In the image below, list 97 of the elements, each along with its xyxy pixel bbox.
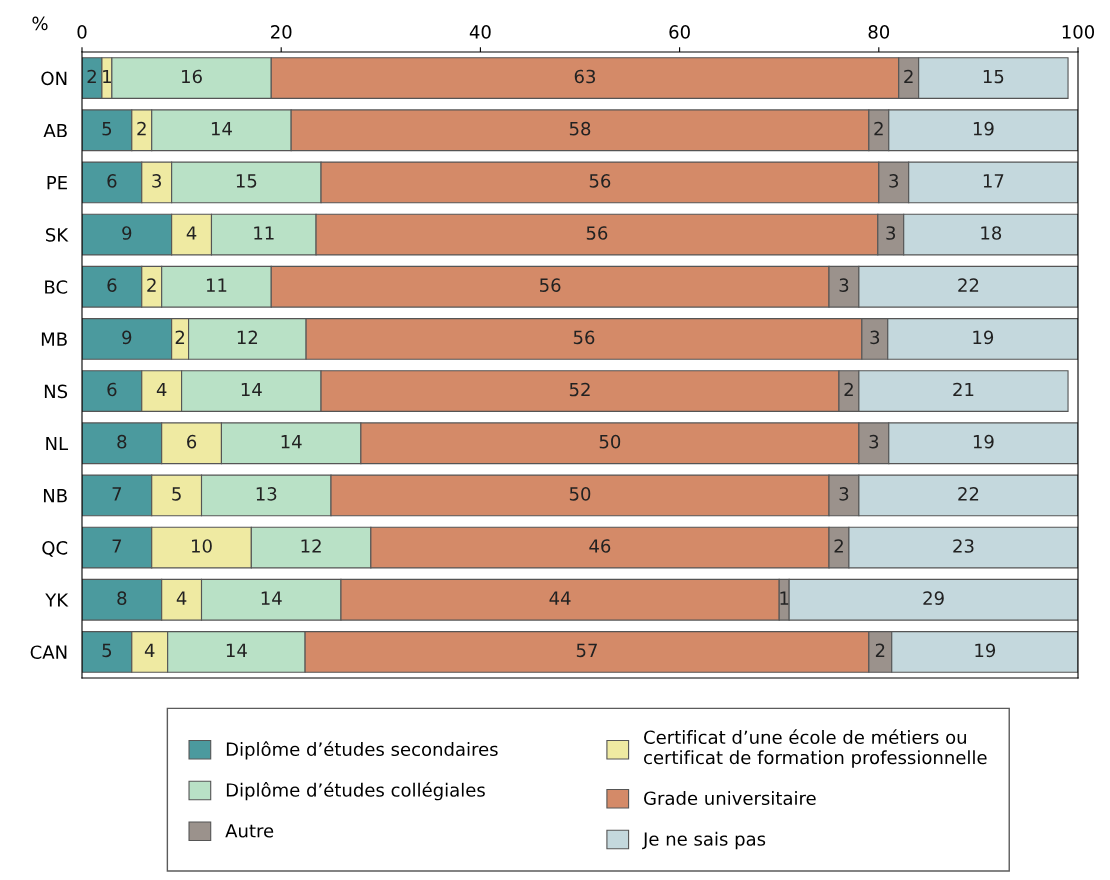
data-label: 8 [117,591,127,605]
data-label: 10 [192,539,212,553]
data-label: 11 [254,226,274,240]
data-label: 21 [953,382,974,397]
y-tick-label: QC [42,541,68,557]
y-tick-label: ON [41,71,67,86]
data-label: 22 [958,278,979,292]
data-label: 3 [870,330,880,345]
data-label: 14 [281,435,302,449]
data-label: 56 [573,330,595,345]
data-label: 9 [122,226,132,240]
y-tick-label: NL [46,436,69,451]
data-label: 17 [983,174,1004,188]
legend-label: Je ne sais pas [642,831,766,850]
x-tick-label: 60 [669,25,690,39]
data-label: 3 [889,174,899,188]
data-label: 6 [107,382,117,397]
y-tick-label: BC [45,280,68,294]
x-tick-label: 80 [868,25,890,39]
data-label: 5 [172,487,181,501]
data-label: 3 [839,487,849,501]
data-label: 14 [241,382,262,397]
data-label: 9 [122,330,132,345]
data-label: 14 [261,591,282,605]
data-label: 6 [107,174,117,188]
data-label: 2 [137,121,146,136]
data-label: 12 [301,539,321,553]
data-label: 23 [953,539,974,553]
y-tick-label: AB [43,123,67,138]
data-label: 44 [549,591,571,605]
data-label: 19 [973,434,994,449]
data-label: 3 [152,174,161,188]
x-axis-title: % [32,16,48,31]
legend-label: Diplôme d’études secondaires [226,741,498,760]
x-tick-label: 20 [271,25,292,39]
data-label: 19 [973,330,994,345]
data-label: 13 [256,487,277,501]
data-label: 4 [144,643,155,657]
y-tick-label: NB [43,489,67,503]
data-label: 16 [182,69,202,84]
data-label: 7 [112,487,122,501]
data-label: 5 [102,643,112,658]
data-label: 2 [904,69,913,84]
data-label: 18 [981,226,1002,240]
data-label: 3 [839,278,849,292]
data-label: 2 [874,121,883,136]
data-label: 2 [844,382,853,397]
x-tick-label: 0 [77,25,87,39]
data-label: 2 [87,69,96,84]
data-label: 56 [589,174,611,188]
data-label: 56 [586,226,608,240]
data-label: 11 [206,278,227,292]
data-label: 5 [102,122,112,136]
data-label: 15 [983,69,1004,84]
y-tick-label: SK [46,228,69,242]
data-label: 22 [958,487,979,501]
data-label: 19 [973,121,994,136]
data-label: 15 [236,174,257,188]
data-label: 50 [599,434,621,449]
legend-label: Grade universitaire [644,791,816,806]
data-label: 50 [569,487,591,501]
data-label: 4 [156,382,167,397]
data-label: 19 [975,643,996,658]
data-label: 4 [186,226,197,240]
data-label: 2 [175,330,185,344]
data-label: 1 [780,591,789,605]
data-label: 56 [540,278,561,292]
data-label: 8 [117,434,127,449]
data-label: 4 [176,591,187,605]
y-tick-label: MB [41,332,67,346]
y-tick-label: PE [47,176,67,190]
data-label: 29 [923,591,944,605]
y-tick-label: CAN [30,645,67,660]
data-label: 3 [886,226,896,240]
data-label: 2 [147,278,156,292]
data-label: 52 [569,382,590,397]
y-tick-label: NS [44,384,68,399]
y-tick-label: YK [45,593,69,607]
data-label: 1 [103,69,111,84]
data-label: 2 [834,539,843,553]
data-label: 46 [589,539,611,553]
data-label: 7 [112,539,122,553]
data-label: 63 [574,69,596,84]
data-label: 57 [576,643,597,658]
data-label: 58 [569,121,591,136]
data-label: 2 [875,643,885,657]
data-label: 3 [869,434,879,449]
data-label: 6 [107,278,117,292]
data-label: 14 [226,643,247,657]
x-tick-label: 100 [1062,25,1095,39]
legend-label: Autre [225,824,274,838]
x-tick-label: 40 [469,25,491,39]
data-label: 6 [187,434,197,449]
legend-label: Diplôme d’études collégiales [226,782,485,801]
data-label: 14 [211,122,232,136]
data-label: 12 [237,330,258,344]
legend-label: Certificat d’une école de métiers ou certificat de formation professionnelle [644,729,987,768]
